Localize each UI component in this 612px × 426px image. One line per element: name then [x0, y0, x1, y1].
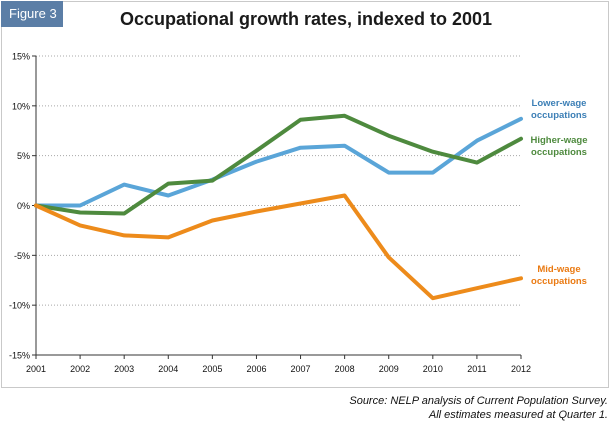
- y-tick-label: 0%: [17, 201, 30, 211]
- series-labels: Lower-wageoccupationsHigher-wageoccupati…: [530, 98, 587, 287]
- y-tick-label: -5%: [14, 251, 30, 261]
- x-tick-label: 2007: [291, 364, 311, 374]
- x-tick-label: 2003: [114, 364, 134, 374]
- x-tick-label: 2009: [379, 364, 399, 374]
- x-tick-label: 2010: [423, 364, 443, 374]
- series-line-lower: [34, 116, 523, 208]
- series-label-lower: Lower-wage: [532, 98, 587, 109]
- series-label-lower: occupations: [531, 110, 587, 121]
- x-tick-label: 2012: [511, 364, 531, 374]
- source-line-2: All estimates measured at Quarter 1.: [428, 409, 608, 421]
- source-note: Source: NELP analysis of Current Populat…: [349, 394, 608, 422]
- series-label-higher: Higher-wage: [530, 135, 587, 146]
- series-label-higher: occupations: [531, 147, 587, 158]
- series-line-higher: [34, 113, 523, 216]
- y-tick-label: -10%: [9, 301, 30, 311]
- figure-label: Figure 3: [1, 1, 63, 27]
- series-lines: [34, 113, 523, 301]
- chart-title: Occupational growth rates, indexed to 20…: [119, 9, 493, 29]
- x-tick-label: 2002: [70, 364, 90, 374]
- x-tick-label: 2001: [26, 364, 46, 374]
- grid-lines: [36, 55, 521, 306]
- series-label-mid: occupations: [531, 276, 587, 287]
- x-tick-label: 2006: [246, 364, 266, 374]
- x-tick-label: 2005: [202, 364, 222, 374]
- y-tick-label: -15%: [9, 351, 30, 361]
- y-tick-label: 15%: [12, 52, 30, 62]
- source-line-1: Source: NELP analysis of Current Populat…: [349, 395, 608, 407]
- series-label-mid: Mid-wage: [537, 264, 580, 275]
- y-tick-label: 10%: [12, 101, 30, 111]
- series-line-mid: [34, 193, 523, 301]
- x-tick-label: 2008: [335, 364, 355, 374]
- x-tick-label: 2004: [158, 364, 178, 374]
- x-tick-label: 2011: [467, 364, 486, 374]
- axes: -15% -10% -5% 0% 5% 10% 15% 2001 2002 2003 2004 200…: [9, 52, 531, 375]
- y-tick-label: 5%: [17, 151, 30, 161]
